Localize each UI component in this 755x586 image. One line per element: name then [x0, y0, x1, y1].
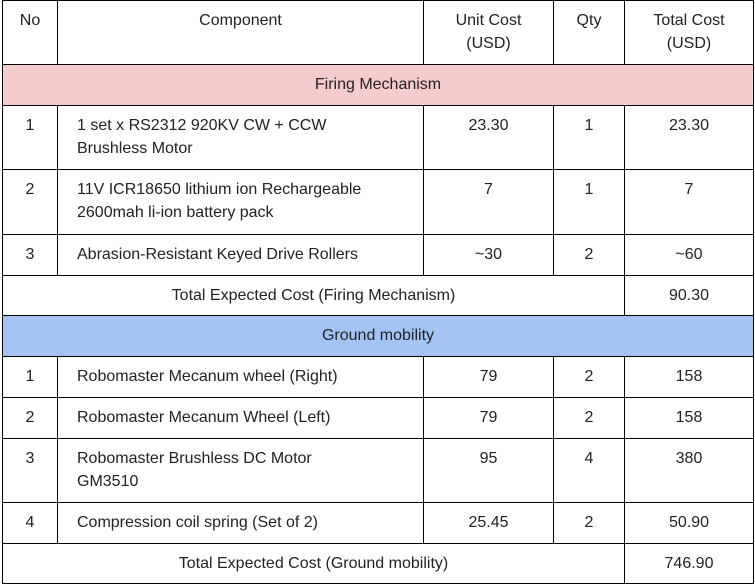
cell-unit-cost: 25.45: [423, 502, 554, 544]
section-heading-firing-mechanism: Firing Mechanism: [2, 64, 754, 106]
cell-no: 2: [2, 169, 58, 235]
cell-component: Robomaster Mecanum Wheel (Left): [57, 397, 424, 439]
cell-no: 2: [2, 397, 58, 439]
cell-total: 50.90: [624, 502, 754, 544]
cell-qty: 2: [553, 356, 625, 398]
section-total-label: Total Expected Cost (Firing Mechanism): [2, 275, 625, 316]
cell-qty: 2: [553, 234, 625, 276]
cell-unit-cost: 79: [423, 356, 554, 398]
section-total-row: Total Expected Cost (Ground mobility) 74…: [2, 543, 754, 584]
header-no: No: [2, 0, 58, 65]
cell-component: Robomaster Brushless DC Motor GM3510: [57, 438, 424, 503]
cell-unit-cost: ~30: [423, 234, 554, 276]
cell-component: 11V ICR18650 lithium ion Rechargeable 26…: [57, 169, 424, 235]
cell-unit-cost: 95: [423, 438, 554, 503]
cell-qty: 2: [553, 397, 625, 439]
cell-no: 4: [2, 502, 58, 544]
cell-unit-cost: 23.30: [423, 105, 554, 170]
header-row: No Component Unit Cost (USD) Qty Total C…: [2, 0, 754, 65]
cell-qty: 2: [553, 502, 625, 544]
cell-total: 158: [624, 397, 754, 439]
cell-qty: 1: [553, 105, 625, 170]
cell-qty: 4: [553, 438, 625, 503]
header-total-cost: Total Cost (USD): [624, 0, 754, 65]
table-row: 2 Robomaster Mecanum Wheel (Left) 79 2 1…: [2, 397, 754, 439]
section-title: Firing Mechanism: [2, 64, 754, 106]
header-component: Component: [57, 0, 424, 65]
section-total-value: 90.30: [624, 275, 754, 316]
cell-component: Abrasion-Resistant Keyed Drive Rollers: [57, 234, 424, 276]
cell-total: 23.30: [624, 105, 754, 170]
table-row: 1 1 set x RS2312 920KV CW + CCW Brushles…: [2, 105, 754, 170]
cell-no: 1: [2, 356, 58, 398]
cell-no: 1: [2, 105, 58, 170]
cell-no: 3: [2, 234, 58, 276]
table-row: 4 Compression coil spring (Set of 2) 25.…: [2, 502, 754, 544]
table-row: 3 Abrasion-Resistant Keyed Drive Rollers…: [2, 234, 754, 276]
table-row: 2 11V ICR18650 lithium ion Rechargeable …: [2, 169, 754, 235]
section-heading-ground-mobility: Ground mobility: [2, 315, 754, 357]
section-total-value: 746.90: [624, 543, 754, 584]
cell-component: 1 set x RS2312 920KV CW + CCW Brushless …: [57, 105, 424, 170]
section-title: Ground mobility: [2, 315, 754, 357]
cell-total: 380: [624, 438, 754, 503]
cell-component: Robomaster Mecanum wheel (Right): [57, 356, 424, 398]
header-unit-cost: Unit Cost (USD): [423, 0, 554, 65]
cell-component: Compression coil spring (Set of 2): [57, 502, 424, 544]
cell-qty: 1: [553, 169, 625, 235]
table-row: 3 Robomaster Brushless DC Motor GM3510 9…: [2, 438, 754, 503]
cell-unit-cost: 79: [423, 397, 554, 439]
cell-no: 3: [2, 438, 58, 503]
cell-total: ~60: [624, 234, 754, 276]
section-total-row: Total Expected Cost (Firing Mechanism) 9…: [2, 275, 754, 316]
cell-unit-cost: 7: [423, 169, 554, 235]
section-total-label: Total Expected Cost (Ground mobility): [2, 543, 625, 584]
table-row: 1 Robomaster Mecanum wheel (Right) 79 2 …: [2, 356, 754, 398]
header-qty: Qty: [553, 0, 625, 65]
cell-total: 158: [624, 356, 754, 398]
cell-total: 7: [624, 169, 754, 235]
